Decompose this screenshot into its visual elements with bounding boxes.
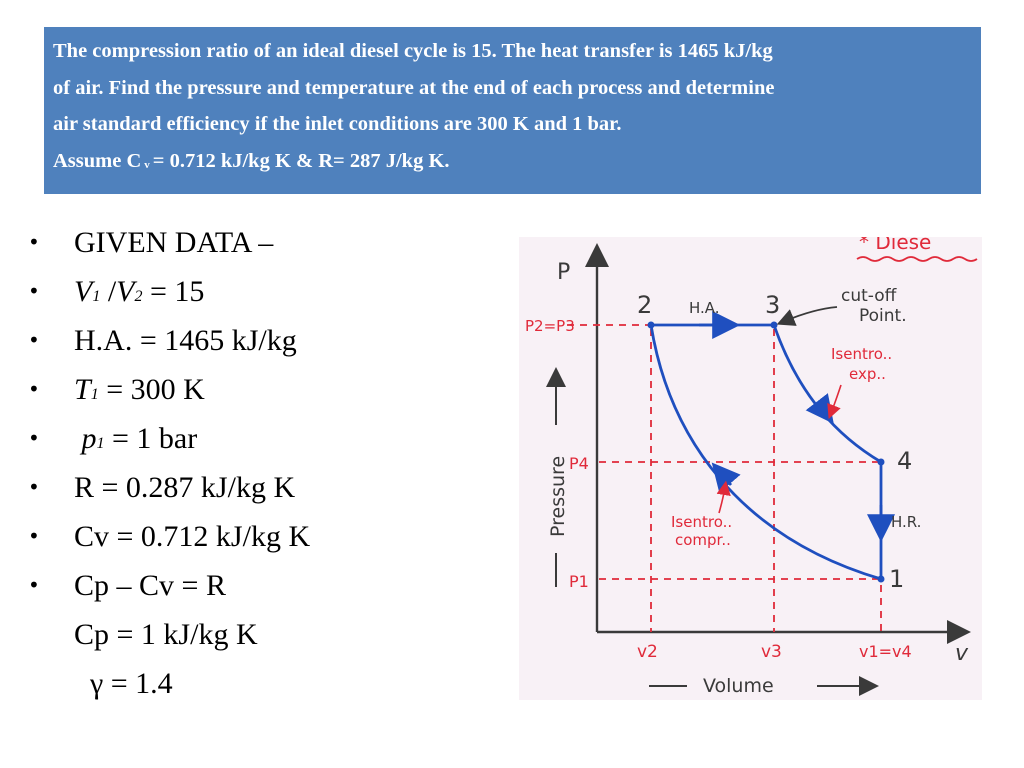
state-point-4 — [877, 458, 885, 466]
given-heading-item: • GIVEN DATA – — [28, 218, 310, 267]
v-axis-symbol: v — [955, 641, 969, 666]
cp-minus-cv: Cp – Cv = R — [74, 569, 226, 602]
cp-cv-item: • Cp – Cv = R — [28, 561, 310, 610]
state-point-2 — [647, 321, 655, 329]
cp-item: Cp = 1 kJ/kg K — [28, 610, 310, 659]
problem-line-3: air standard efficiency if the inlet con… — [53, 113, 622, 135]
ratio-slash: / — [100, 275, 117, 308]
isentropic-compr-label-1: Isentro.. — [671, 513, 732, 531]
p-axis-symbol: P — [557, 260, 570, 285]
cutoff-label-2: Point. — [859, 306, 907, 326]
p1-item: • p1 = 1 bar — [28, 414, 310, 463]
t1-item: • T1 = 300 K — [28, 365, 310, 414]
state-points — [647, 321, 885, 583]
gamma-item: γ = 1.4 — [28, 659, 310, 708]
cv-item: • Cv = 0.712 kJ/kg K — [28, 512, 310, 561]
cv-value: Cv = 0.712 kJ/kg K — [74, 520, 311, 553]
isentropic-exp-label-1: Isentro.. — [831, 345, 892, 363]
p2p3-label: P2=P3 — [525, 317, 575, 335]
v1-subscript: 1 — [92, 288, 101, 305]
volume-label-text: Volume — [703, 675, 774, 697]
diesel-cycle-pv-diagram: * Diese P v Pressure Volume P2=P3 P4 P1 — [519, 237, 982, 700]
pressure-axis-label: Pressure — [546, 367, 569, 587]
p1-value: = 1 bar — [104, 422, 198, 455]
t1-symbol: T — [74, 373, 91, 406]
title-underline — [856, 256, 978, 262]
gamma-value: γ = 1.4 — [90, 667, 173, 700]
pressure-label-text: Pressure — [547, 456, 569, 537]
given-heading: GIVEN DATA – — [74, 226, 274, 259]
assume-values: = 0.712 kJ/kg K & R= 287 J/kg K. — [152, 149, 450, 172]
v1-symbol: V — [74, 275, 93, 308]
cp-value: Cp = 1 kJ/kg K — [74, 618, 258, 651]
point-1-label: 1 — [889, 565, 904, 593]
bullet: • — [28, 279, 40, 303]
state-point-1 — [877, 575, 885, 583]
isentropic-compr-pointer — [716, 480, 731, 514]
bullet: • — [28, 573, 40, 597]
heat-added: H.A. = 1465 kJ/kg — [74, 324, 297, 357]
point-3-label: 3 — [765, 291, 780, 319]
guide-lines — [567, 324, 882, 632]
v1v4-label: v1=v4 — [859, 642, 912, 661]
cutoff-pointer — [776, 306, 838, 326]
cutoff-label-1: cut-off — [841, 286, 898, 306]
given-data-list: • GIVEN DATA – • V1 /V2 = 15 • H.A. = 1465 … — [28, 218, 310, 708]
heat-added-label: H.A. — [689, 299, 720, 317]
r-item: • R = 0.287 kJ/kg K — [28, 463, 310, 512]
cv-subscript: v — [144, 158, 150, 171]
isentropic-exp-pointer — [827, 384, 842, 419]
t1-subscript: 1 — [90, 386, 99, 403]
p4-label: P4 — [569, 454, 589, 473]
isentropic-compr-label-2: compr.. — [675, 531, 731, 549]
bullet: • — [28, 524, 40, 548]
point-2-label: 2 — [637, 291, 652, 319]
v2-subscript: 2 — [134, 288, 143, 305]
bullet: • — [28, 328, 40, 352]
diagram-title-fragment: * Diese — [859, 237, 931, 254]
bullet: • — [28, 475, 40, 499]
ratio-value: = 15 — [142, 275, 205, 308]
v2-symbol: V — [116, 275, 135, 308]
gas-constant: R = 0.287 kJ/kg K — [74, 471, 296, 504]
assume-cv-label: Assume C — [53, 149, 142, 172]
bullet: • — [28, 230, 40, 254]
bullet: • — [28, 426, 40, 450]
heat-rejected-label: H.R. — [891, 513, 921, 531]
arrow-3-4 — [805, 393, 834, 424]
problem-statement-box: The compression ratio of an ideal diesel… — [44, 27, 981, 194]
p1-label: P1 — [569, 572, 589, 591]
problem-line-1: The compression ratio of an ideal diesel… — [53, 40, 773, 62]
bullet: • — [28, 377, 40, 401]
pv-diagram-svg: * Diese P v Pressure Volume P2=P3 P4 P1 — [525, 237, 978, 697]
t1-value: = 300 K — [98, 373, 205, 406]
p1-subscript: 1 — [96, 435, 105, 452]
v3-label: v3 — [761, 642, 782, 662]
point-4-label: 4 — [897, 447, 912, 475]
problem-line-2: of air. Find the pressure and temperatur… — [53, 76, 775, 99]
heat-added-item: • H.A. = 1465 kJ/kg — [28, 316, 310, 365]
state-point-3 — [770, 321, 778, 329]
isentropic-exp-label-2: exp.. — [849, 365, 886, 383]
compression-ratio-item: • V1 /V2 = 15 — [28, 267, 310, 316]
v2-label: v2 — [637, 642, 658, 662]
p1-symbol: p — [81, 422, 97, 455]
